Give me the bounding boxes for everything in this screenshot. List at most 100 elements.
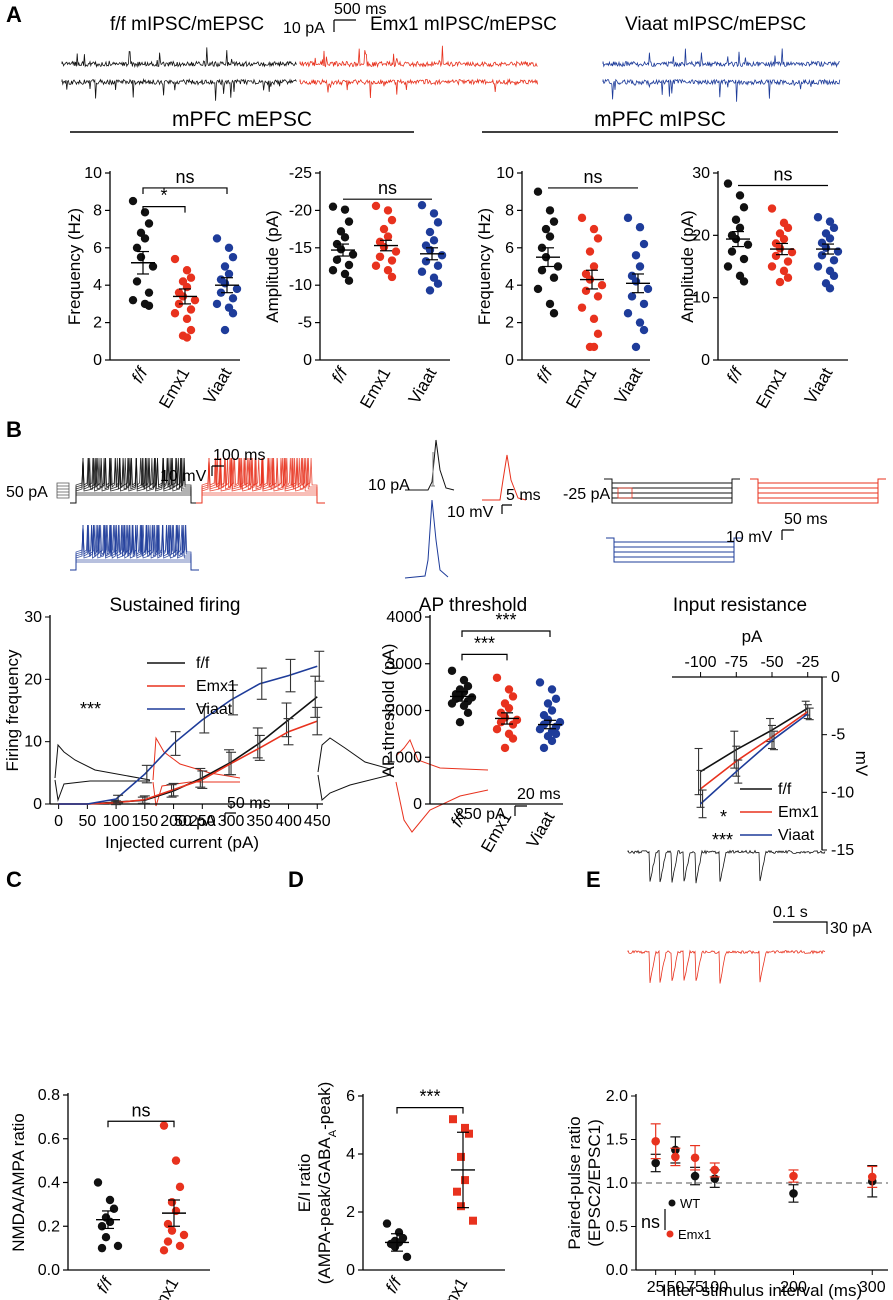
data-point [429, 236, 439, 245]
data-point [228, 309, 238, 318]
series-line [700, 710, 809, 790]
data-point [821, 243, 831, 252]
significance-label: * [720, 807, 727, 827]
y-tick-label: 6 [505, 240, 514, 257]
data-point [783, 223, 793, 233]
data-point [581, 286, 591, 296]
x-axis-label: pA [742, 627, 763, 646]
scale-b-left-x: 100 ms [213, 447, 265, 464]
x-tick-label: 200 [160, 813, 187, 830]
panel-letter-b: B [6, 417, 22, 442]
epsc-trace [317, 774, 391, 801]
scale-b-right-x: 50 ms [784, 511, 828, 528]
data-point [553, 262, 563, 271]
data-point [379, 242, 389, 252]
y-axis-label: E/I ratio [295, 1154, 314, 1213]
data-point [589, 314, 599, 324]
x-tick-label: 300 [218, 813, 245, 830]
scale-b-mid-x: 5 ms [506, 487, 541, 504]
data-point [429, 209, 439, 218]
data-point [651, 1136, 660, 1146]
data-point [182, 333, 192, 342]
y-tick-label: 0.0 [606, 1262, 628, 1279]
scale-e-x: 0.1 s [773, 904, 808, 921]
scale-b-right-y: 10 mV [726, 529, 773, 546]
y-tick-label: 4 [93, 277, 102, 294]
legend-label: Emx1 [678, 1227, 711, 1242]
y-tick-label: 4000 [386, 609, 422, 626]
scale-b-mid-y: 10 mV [447, 504, 494, 521]
y-tick-label: 0.8 [38, 1087, 60, 1104]
data-point [421, 257, 431, 266]
data-point [727, 247, 737, 256]
data-point [375, 252, 385, 261]
data-point [543, 699, 553, 708]
data-point [97, 1222, 107, 1231]
y-tick-label: 10 [24, 734, 42, 751]
data-point [175, 1182, 185, 1192]
y-tick-label: 0 [33, 796, 42, 813]
data-point [779, 266, 789, 276]
data-point [163, 1237, 173, 1246]
y-axis-label-line2: (AMPA-peak/GABAA-peak) [315, 1082, 339, 1285]
x-tick-label: 400 [275, 813, 302, 830]
group-title-mepsc: mPFC mEPSC [172, 108, 312, 131]
epsc-trace [395, 781, 489, 833]
data-point [639, 299, 649, 309]
data-point [829, 256, 839, 265]
y-tick-label: -25 [289, 165, 312, 182]
legend-swatch [666, 1230, 674, 1238]
data-point [182, 266, 192, 275]
data-point [382, 1219, 392, 1228]
stim-label-right: -25 pA [563, 486, 610, 503]
data-point [504, 685, 514, 694]
data-point [787, 247, 797, 257]
panel-b-traces: 50 pA 100 ms 10 mV 10 pA 5 ms 10 mV -25 … [6, 439, 886, 579]
significance-label: ns [641, 1212, 660, 1232]
x-tick-label: 350 [246, 813, 273, 830]
data-point [496, 717, 506, 727]
y-tick-label: 30 [24, 609, 42, 626]
data-point [390, 1242, 400, 1252]
data-point [533, 187, 543, 196]
hyperpolarization-trace [604, 478, 740, 484]
data-point [109, 1204, 119, 1213]
scale-e-y: 30 pA [830, 920, 872, 937]
y-tick-label: 0.0 [38, 1262, 60, 1279]
data-point [437, 251, 447, 260]
stim-label-mid: 10 pA [368, 477, 410, 494]
y-tick-label: 0.2 [38, 1218, 60, 1235]
nmda-trace [54, 743, 151, 781]
category-label: Viaat [801, 364, 837, 407]
trace-label-ff: f/f mIPSC/mEPSC [110, 14, 264, 35]
data-point [453, 1187, 461, 1196]
x-axis-label: Injected current (pA) [105, 833, 259, 852]
trace-label-emx1: Emx1 mIPSC/mEPSC [370, 14, 557, 35]
data-point [171, 1156, 181, 1165]
ppr-trace [627, 849, 826, 884]
data-point [228, 252, 238, 262]
chart-b3: Input resistance -100 -75 -50 -25 pA 0 -5 -10 -15… [672, 595, 871, 859]
data-point [829, 271, 839, 281]
data-point [190, 295, 200, 305]
y-tick-label: 0 [413, 796, 422, 813]
data-point [232, 284, 242, 294]
scale-c-y: 50 pA [174, 813, 216, 830]
legend-label: Emx1 [778, 804, 819, 821]
x-tick-label: 50 [666, 1279, 684, 1296]
data-point [93, 1178, 103, 1187]
scale-bar-b-mid [501, 504, 512, 514]
trace-mepsc [61, 77, 297, 101]
data-point [635, 223, 645, 232]
data-point [771, 251, 781, 261]
legend-label: f/f [196, 655, 210, 672]
data-point [433, 218, 443, 227]
data-point [182, 282, 192, 292]
y-tick-label: 0.6 [38, 1131, 60, 1148]
data-point [383, 206, 393, 215]
firing-trace [196, 457, 325, 504]
data-point [132, 277, 142, 286]
y-tick-label: 2000 [386, 703, 422, 720]
data-point [508, 734, 518, 743]
category-label: Viaat [611, 364, 647, 407]
